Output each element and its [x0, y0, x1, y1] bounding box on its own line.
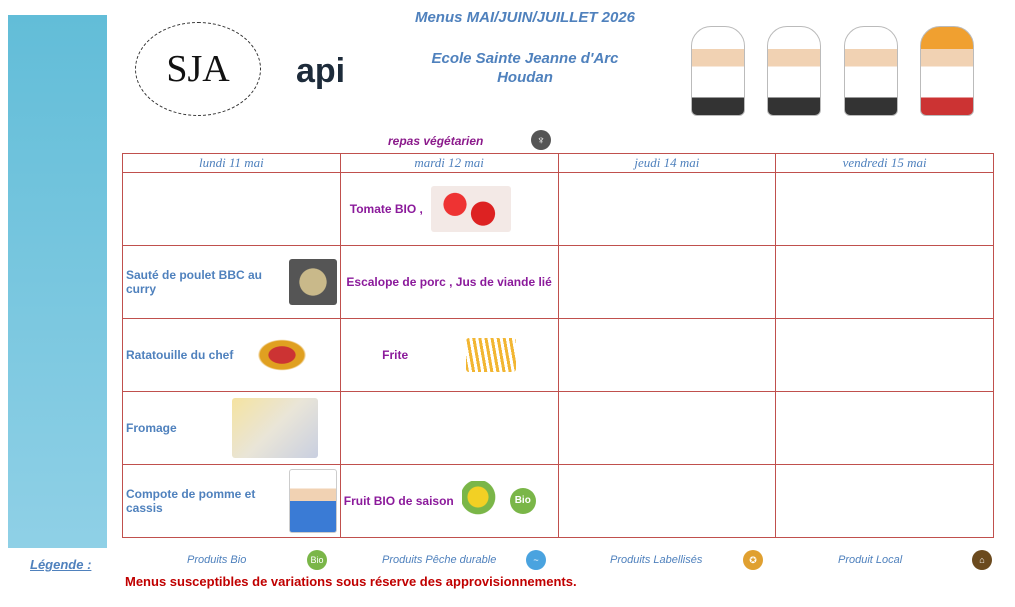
vegetarian-label: repas végétarien: [388, 134, 484, 148]
tomato-image: [430, 186, 511, 232]
local-icon: ⌂: [972, 550, 992, 570]
day-header: jeudi 14 mai: [557, 153, 777, 173]
table-row: Ratatouille du chef Frite: [122, 318, 994, 392]
table-row: Sauté de poulet BBC au curry Escalope de…: [122, 245, 994, 319]
menu-cell: [122, 172, 341, 246]
legend-item-local: Produit Local: [838, 554, 903, 566]
dish-label: Compote de pomme et cassis: [126, 487, 256, 515]
menu-cell: Compote de pomme et cassis: [122, 464, 341, 538]
menu-cell: [775, 464, 994, 538]
chef-image: [288, 469, 337, 533]
menu-cell: Tomate BIO ,: [339, 172, 559, 246]
dish-label: Fruit BIO de saison: [343, 494, 454, 508]
bio-icon: Bio: [509, 488, 536, 514]
menu-cell: Escalope de porc , Jus de viande lié: [339, 245, 559, 319]
menu-cell: [557, 391, 777, 465]
ratatouille-image: [251, 335, 314, 375]
label-award-icon: ✪: [743, 550, 763, 570]
decorative-sidebar: [8, 15, 107, 548]
legend-label: Légende :: [30, 557, 92, 572]
legend-item-fish: Produits Pêche durable: [382, 554, 497, 566]
dish-label: Fromage: [126, 421, 177, 435]
menu-cell: [339, 391, 559, 465]
table-row: Tomate BIO ,: [122, 172, 994, 246]
menu-table: lundi 11 mai mardi 12 mai jeudi 14 mai v…: [122, 153, 994, 538]
dish-label: Tomate BIO ,: [349, 202, 423, 216]
page-title: Menus MAI/JUIN/JUILLET 2026: [414, 9, 636, 26]
menu-cell: [775, 245, 994, 319]
dish-label: Ratatouille du chef: [126, 348, 234, 362]
school-name: Ecole Sainte Jeanne d'Arc Houdan: [380, 49, 670, 87]
menu-cell: [775, 172, 994, 246]
sja-logo: SJA: [135, 22, 261, 116]
legend-item-label: Produits Labellisés: [610, 554, 703, 566]
menu-cell: [557, 172, 777, 246]
disclaimer-note: Menus susceptibles de variations sous ré…: [125, 574, 577, 589]
menu-cell: [557, 318, 777, 392]
sja-logo-text: SJA: [166, 48, 230, 90]
api-logo: api: [296, 52, 346, 90]
table-row: Fromage: [122, 391, 994, 465]
dish-label: Sauté de poulet BBC au curry: [126, 268, 263, 296]
legend-item-bio: Produits Bio: [187, 554, 247, 566]
menu-cell: Sauté de poulet BBC au curry: [122, 245, 341, 319]
menu-cell: Fruit BIO de saison Bio: [339, 464, 559, 538]
dish-label: Frite: [382, 348, 409, 362]
fruit-image: [461, 481, 502, 521]
day-header: lundi 11 mai: [122, 153, 341, 173]
menu-cell: Ratatouille du chef: [122, 318, 341, 392]
fish-icon: ~: [526, 550, 546, 570]
chefs-illustration: [680, 18, 985, 116]
cheese-image: [231, 398, 318, 458]
school-name-line2: Houdan: [497, 69, 553, 86]
menu-cell: [557, 245, 777, 319]
chicken-curry-image: [288, 259, 337, 305]
vegetarian-icon: ♆: [531, 130, 551, 150]
fries-image: [466, 338, 517, 372]
menu-cell: Fromage: [122, 391, 341, 465]
menu-cell: [775, 391, 994, 465]
day-header: vendredi 15 mai: [775, 153, 994, 173]
day-header: mardi 12 mai: [339, 153, 559, 173]
school-name-line1: Ecole Sainte Jeanne d'Arc: [431, 50, 619, 67]
menu-cell: [775, 318, 994, 392]
menu-cell: Frite: [339, 318, 559, 392]
table-row: Compote de pomme et cassis Fruit BIO de …: [122, 464, 994, 538]
dish-label: Escalope de porc , Jus de viande lié: [346, 275, 552, 289]
menu-cell: [557, 464, 777, 538]
bio-icon: Bio: [307, 550, 327, 570]
